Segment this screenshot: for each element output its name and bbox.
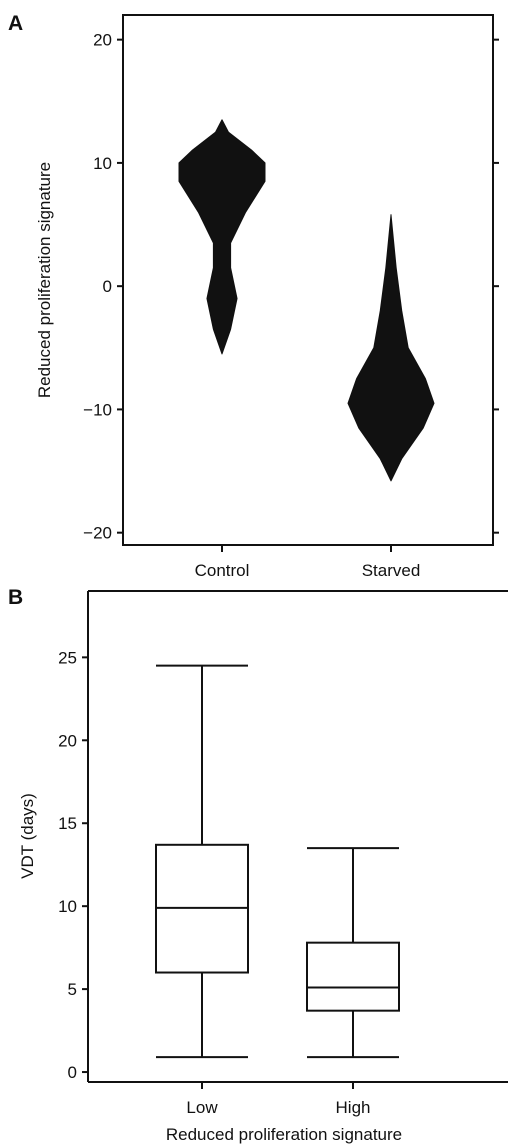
boxplot-low <box>155 664 249 1059</box>
panel-b-x-tick-label-high: High <box>336 1098 371 1117</box>
panel-b-y-tick-label: 20 <box>58 731 77 750</box>
panel-a-plot-frame <box>122 14 494 546</box>
panel-b-x-tick-label-low: Low <box>186 1098 218 1117</box>
panel-a-x-tick-label-control: Control <box>195 561 250 580</box>
panel-b-y-tick-label: 10 <box>58 897 77 916</box>
panel-b-letter: B <box>8 586 23 609</box>
panel-b-y-ticks: 0 5 10 15 20 25 <box>58 648 88 1082</box>
panel-b-y-axis-title: VDT (days) <box>18 793 37 879</box>
panel-a-x-ticks: Control Starved <box>195 545 421 580</box>
panel-a-y-tick-label: 20 <box>93 31 112 50</box>
panel-b-y-tick-label: 15 <box>58 814 77 833</box>
panel-b-y-tick-label: 25 <box>58 648 77 667</box>
panel-a-y-ticks: 20 10 0 −10 −20 <box>83 31 499 543</box>
panel-a-y-tick-label: 10 <box>93 154 112 173</box>
panel-a-letter: A <box>8 12 23 35</box>
panel-a-y-axis-title: Reduced proliferation signature <box>35 162 54 398</box>
panel-b: B VDT (days) Reduced proliferation signa… <box>8 586 508 1144</box>
panel-a-y-tick-label: −10 <box>83 400 112 419</box>
panel-a-y-tick-label: 0 <box>103 277 112 296</box>
boxplot-high <box>306 847 400 1059</box>
violin-starved <box>347 214 435 482</box>
box-iqr-high <box>306 941 400 1012</box>
panel-b-x-ticks: Low High <box>186 1082 370 1117</box>
panel-a-violins <box>178 119 435 482</box>
panel-a: A Reduced proliferation signature 20 10 0 −… <box>8 12 499 580</box>
panel-b-boxplots <box>155 664 400 1059</box>
panel-b-x-axis-title: Reduced proliferation signature <box>166 1125 402 1144</box>
panel-a-x-tick-label-starved: Starved <box>362 561 421 580</box>
panel-b-y-tick-label: 0 <box>68 1063 77 1082</box>
panel-b-y-tick-label: 5 <box>68 980 77 999</box>
panel-b-plot-frame <box>87 590 508 1083</box>
violin-control <box>178 119 266 355</box>
panel-a-y-tick-label: −20 <box>83 524 112 543</box>
